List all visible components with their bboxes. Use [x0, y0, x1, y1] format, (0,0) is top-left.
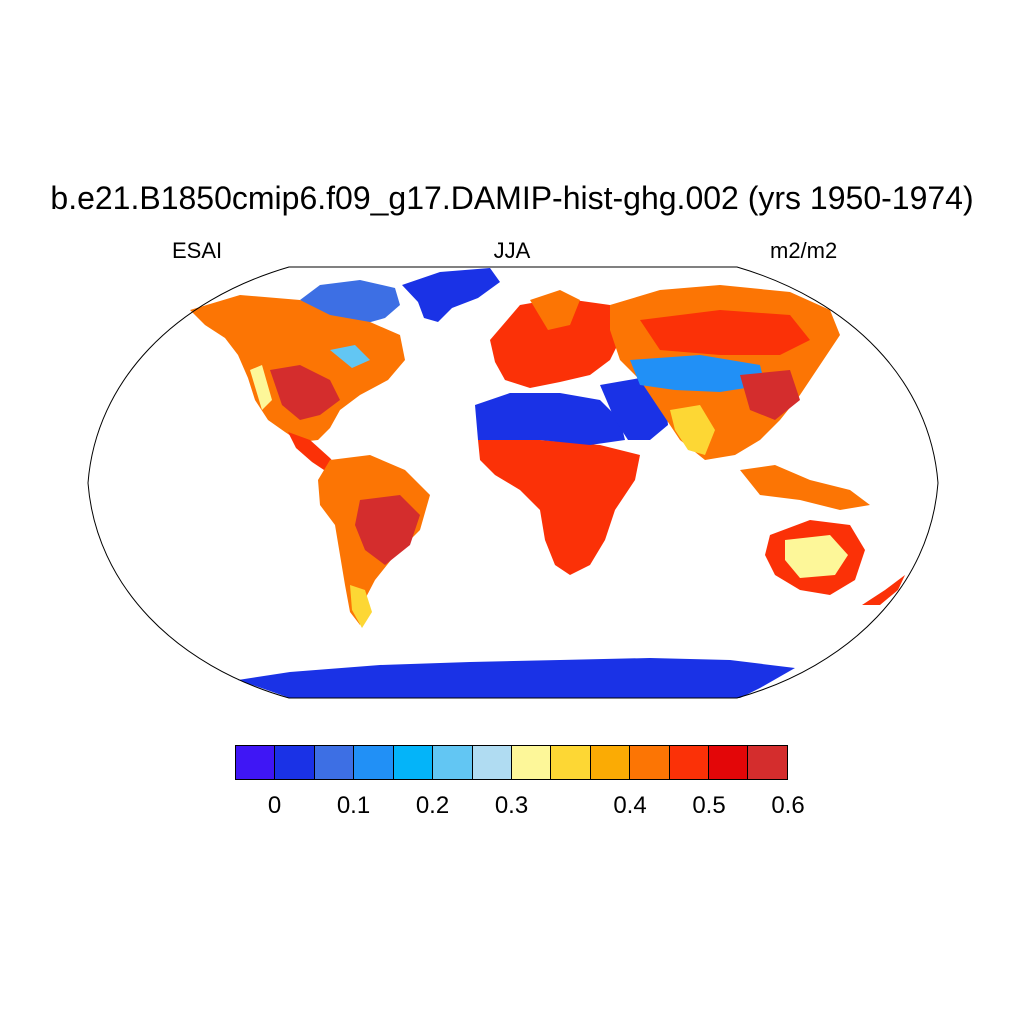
europe-region	[490, 298, 625, 388]
colorbar-swatch	[551, 746, 591, 779]
colorbar-swatch	[709, 746, 749, 779]
rockies-region	[250, 365, 272, 410]
colorbar-swatch	[354, 746, 394, 779]
colorbar-tick-label: 0	[267, 792, 282, 819]
sahara-region	[475, 393, 625, 445]
greenland-region	[402, 268, 500, 322]
north-america-dense	[270, 365, 340, 420]
colorbar-swatch	[472, 746, 512, 779]
colorbar	[235, 745, 788, 780]
great-lakes-region	[330, 345, 370, 368]
colorbar-swatch	[236, 746, 276, 779]
variable-label: ESAI	[172, 238, 223, 263]
colorbar-tick-label: 0.5	[692, 792, 726, 819]
east-asia-dense-region	[740, 370, 800, 420]
amazon-dense-region	[355, 495, 420, 565]
central-america-region	[288, 432, 340, 474]
colorbar-tick-label: 0.1	[336, 792, 371, 819]
colorbar-swatch	[748, 746, 787, 779]
patagonia-region	[350, 585, 372, 628]
colorbar-swatch	[590, 746, 631, 779]
colorbar-tick-label: 0.6	[771, 792, 805, 819]
central-asia-region	[630, 355, 765, 392]
colorbar-swatch	[314, 746, 355, 779]
colorbar-swatch	[275, 746, 315, 779]
africa-region	[478, 440, 640, 575]
season-label: JJA	[493, 238, 531, 263]
colorbar-swatch	[511, 746, 552, 779]
scandinavia-region	[530, 290, 580, 330]
colorbar-tick-label: 0.2	[415, 792, 450, 819]
siberia-dense-region	[640, 310, 810, 355]
colorbar-tick-labels: 0 0.1 0.2 0.3 0.4 0.5 0.6	[0, 792, 1024, 822]
southeast-asia-region	[740, 465, 870, 510]
new-zealand-region	[862, 575, 905, 605]
australia-interior-region	[785, 535, 848, 578]
colorbar-tick-label: 0.4	[613, 792, 647, 819]
colorbar-swatch	[433, 746, 473, 779]
map-border	[87, 266, 939, 699]
units-label: m2/m2	[770, 238, 838, 263]
south-asia-region	[670, 405, 715, 455]
colorbar-swatch	[393, 746, 434, 779]
colorbar-swatch	[630, 746, 670, 779]
colorbar-swatch	[669, 746, 710, 779]
colorbar-tick-label: 0.3	[494, 792, 529, 819]
antarctica-region	[238, 658, 795, 698]
figure-title: b.e21.B1850cmip6.f09_g17.DAMIP-hist-ghg.…	[50, 180, 974, 216]
